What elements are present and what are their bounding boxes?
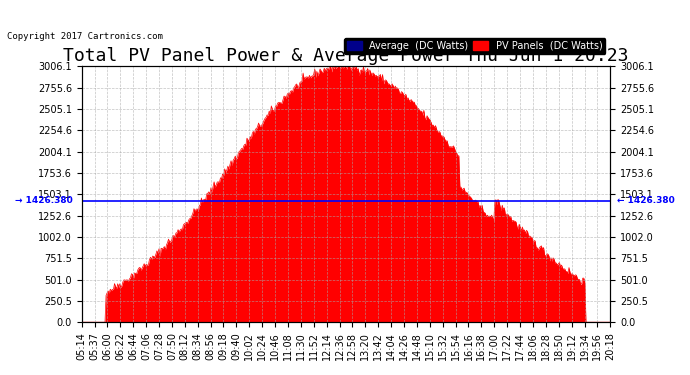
Text: Copyright 2017 Cartronics.com: Copyright 2017 Cartronics.com [7,32,163,41]
Text: ← 1426.380: ← 1426.380 [618,196,675,205]
Text: → 1426.380: → 1426.380 [15,196,72,205]
Legend: Average  (DC Watts), PV Panels  (DC Watts): Average (DC Watts), PV Panels (DC Watts) [344,38,605,54]
Title: Total PV Panel Power & Average Power Thu Jun 1 20:23: Total PV Panel Power & Average Power Thu… [63,47,629,65]
